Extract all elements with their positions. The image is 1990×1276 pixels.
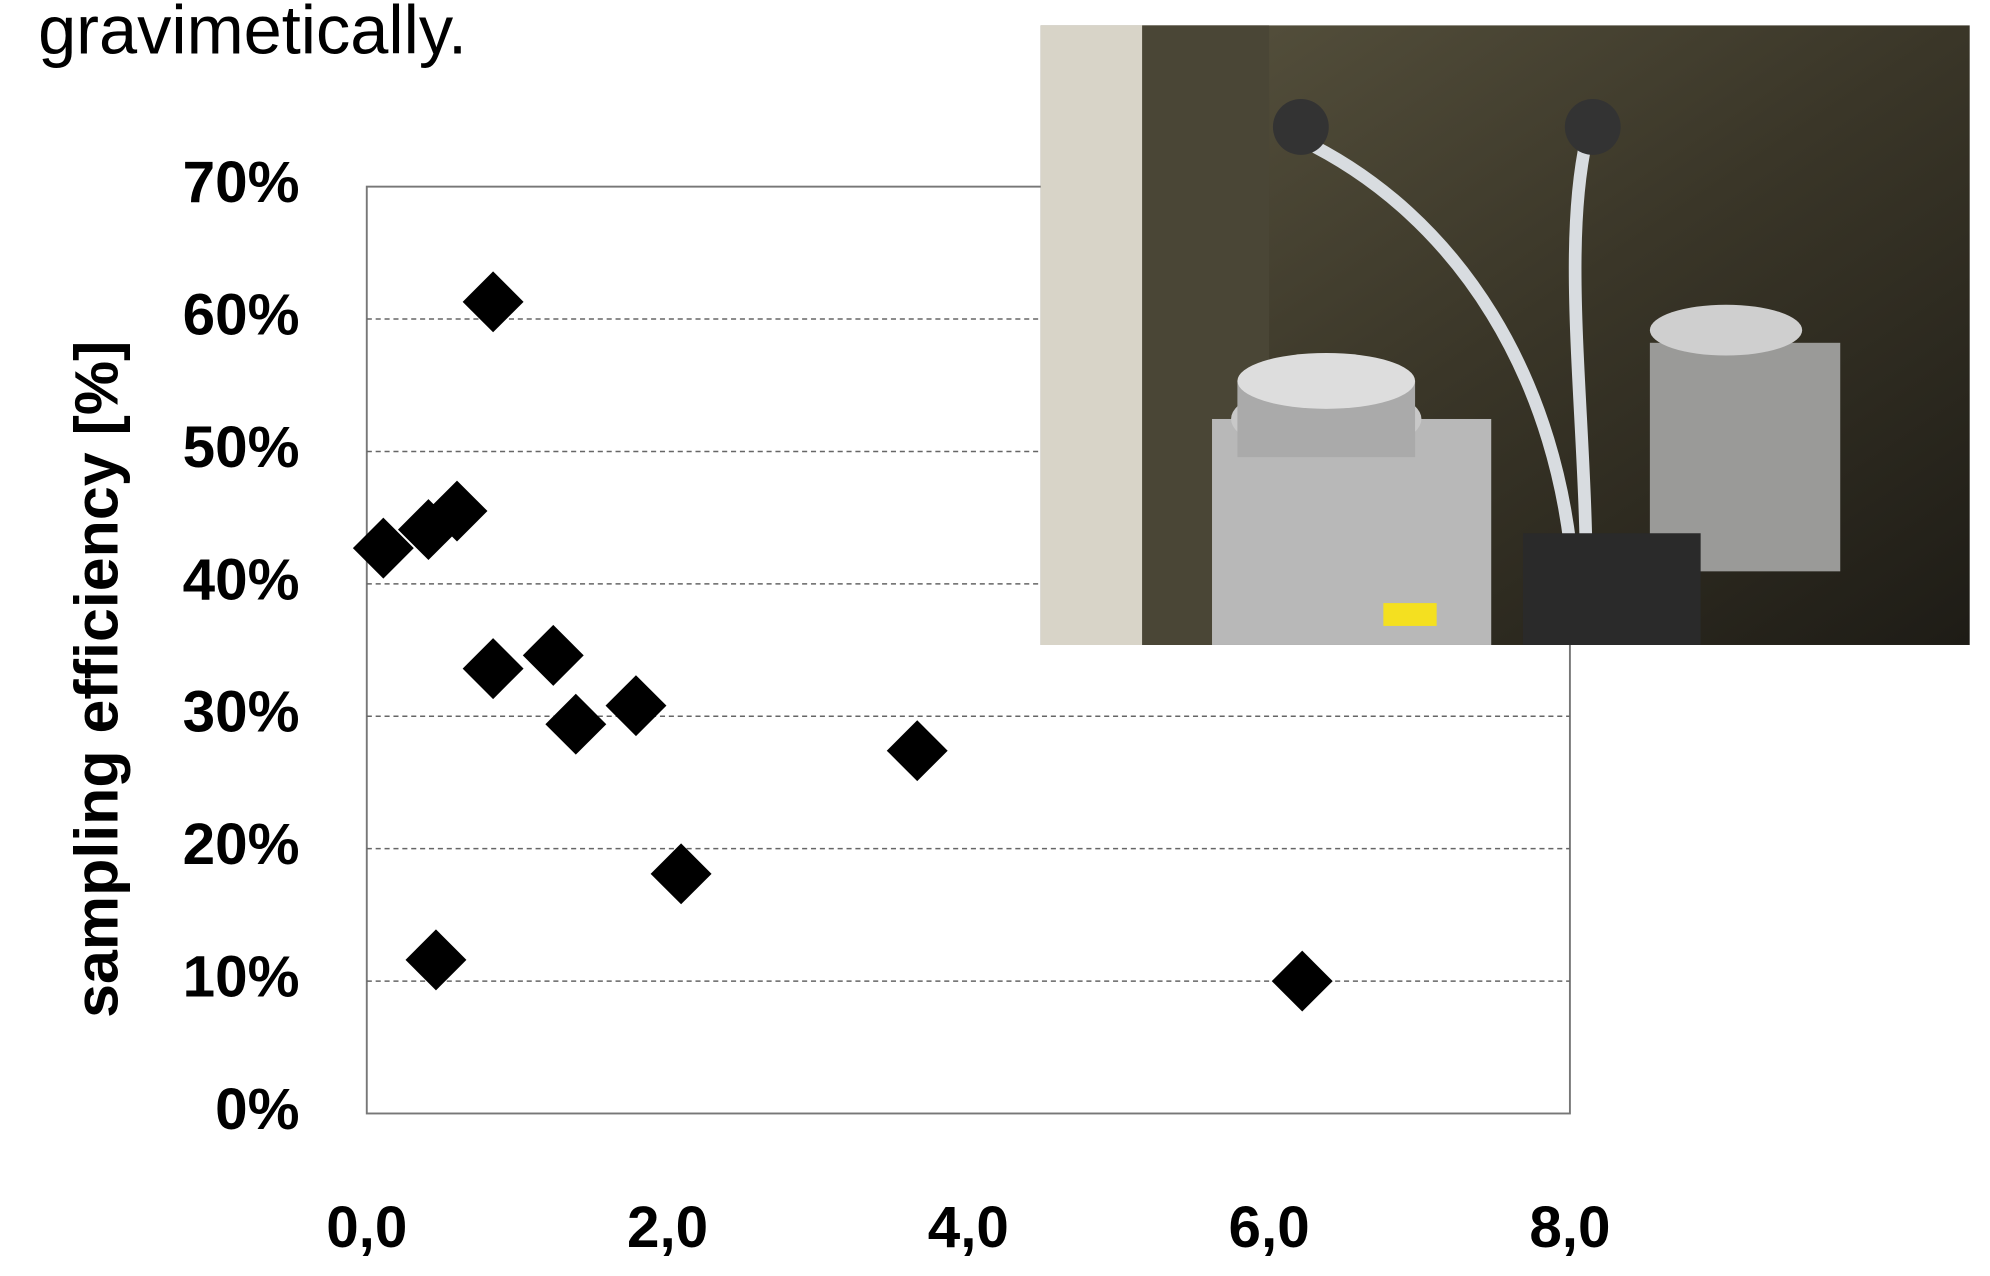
page-title: gravimetically. [38,0,467,69]
y-tick-label: 60% [183,282,300,347]
x-tick-label: 0,0 [326,1195,407,1260]
point [545,693,607,755]
y-tick-label: 50% [183,415,300,480]
point [886,720,948,782]
data-points [352,271,1333,1012]
y-tick-label: 0% [215,1077,299,1142]
y-axis-label: sampling efficiency [%] [63,341,131,1018]
point [605,675,667,737]
point [462,271,524,333]
y-tick-label: 10% [183,944,300,1009]
photo [1040,25,1970,645]
y-tick-label: 20% [183,812,300,877]
point [1271,950,1333,1012]
x-tick-label: 2,0 [627,1195,708,1260]
point [462,638,524,700]
point [352,517,414,579]
x-tick-label: 6,0 [1229,1195,1310,1260]
point [405,929,467,991]
plot-frame [365,185,1571,1115]
y-tick-label: 40% [183,547,300,612]
point [522,624,584,686]
x-tick-label: 8,0 [1529,1195,1610,1260]
point [650,843,712,905]
y-tick-label: 30% [183,680,300,745]
x-tick-label: 4,0 [928,1195,1009,1260]
y-tick-label: 70% [183,150,300,215]
